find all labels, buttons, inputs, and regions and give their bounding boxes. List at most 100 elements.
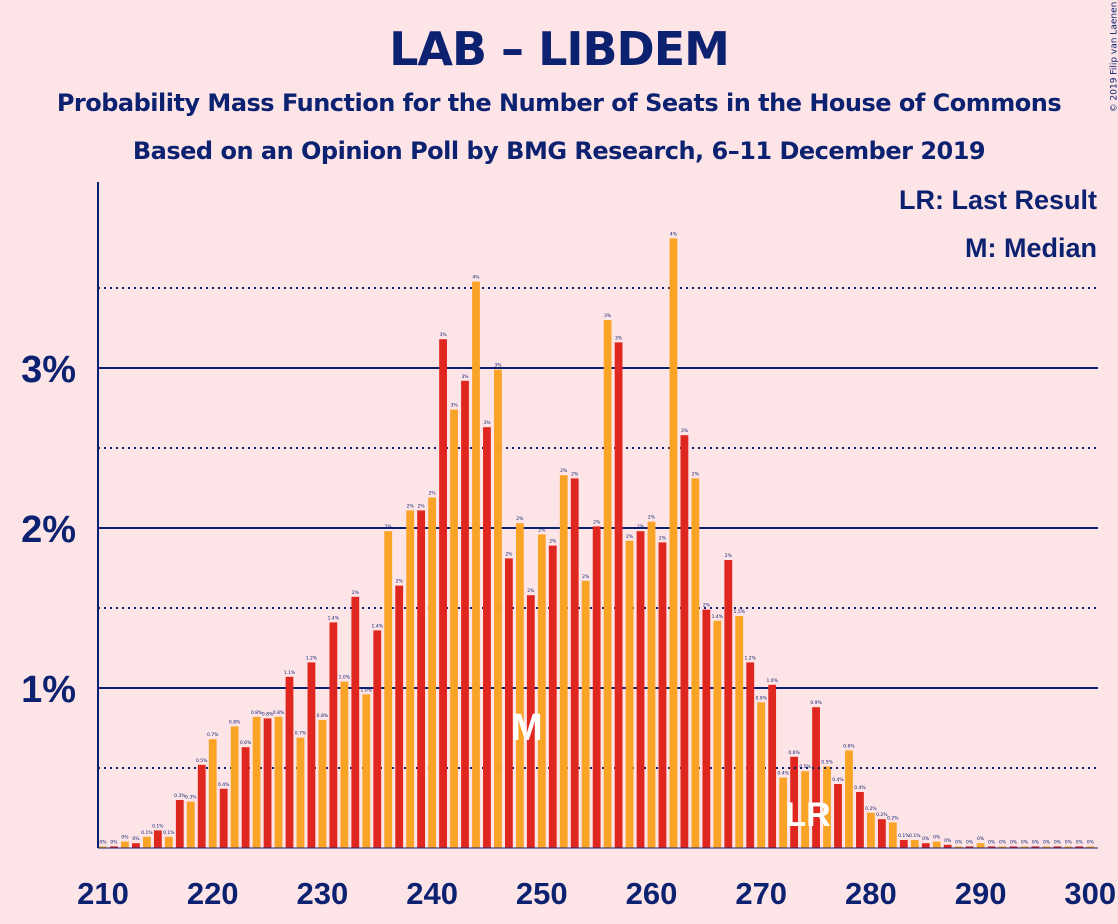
bar-seat-263 <box>680 435 689 848</box>
bar-seat-255 <box>592 526 601 848</box>
bar-label-seat-253: 2% <box>571 471 579 477</box>
bar-seat-237 <box>395 585 404 848</box>
bar-seat-233 <box>351 596 360 848</box>
bar-seat-272 <box>779 777 788 848</box>
bar-label-seat-296: 0% <box>1043 839 1051 845</box>
bar-label-seat-291: 0% <box>988 839 996 845</box>
bar-label-seat-248: 2% <box>516 516 524 522</box>
x-tick-label: 270 <box>735 876 787 911</box>
bar-label-seat-289: 0% <box>966 839 974 845</box>
bar-seat-238 <box>406 510 415 848</box>
bar-label-seat-266: 1.4% <box>712 614 724 620</box>
bar-seat-225 <box>263 718 272 848</box>
bar-label-seat-270: 0.9% <box>755 695 767 701</box>
bar-seat-296 <box>1042 846 1051 848</box>
bar-label-seat-275: 0.9% <box>810 700 822 706</box>
bar-label-seat-273: 0.6% <box>788 750 800 756</box>
axes <box>97 182 1098 849</box>
bar-label-seat-244: 4% <box>472 275 480 281</box>
bar-label-seat-234: 1.0% <box>361 687 373 693</box>
bar-seat-245 <box>483 427 491 848</box>
bar-label-seat-271: 1.0% <box>766 678 778 684</box>
bar-seat-218 <box>186 801 195 848</box>
bar-label-seat-233: 2% <box>352 590 360 596</box>
bar-label-seat-210: 0% <box>99 839 107 845</box>
bar-seat-281 <box>877 819 886 848</box>
x-tick-labels: 210 220 230 240 250 260 270 280 290 300 <box>77 876 1116 911</box>
bar-seat-251 <box>548 545 557 848</box>
bar-label-seat-239: 2% <box>418 503 426 509</box>
bar-seat-247 <box>504 558 513 848</box>
x-tick-label: 220 <box>187 876 239 911</box>
bar-seat-241 <box>439 339 447 848</box>
bar-seat-270 <box>757 702 766 848</box>
bar-label-seat-260: 2% <box>648 515 656 521</box>
bar-label-seat-232: 1.0% <box>339 675 351 681</box>
x-tick-label: 280 <box>845 876 897 911</box>
bar-seat-283 <box>899 840 908 848</box>
bar-seat-226 <box>274 716 283 848</box>
bar-seat-294 <box>1020 846 1029 848</box>
bar-seat-297 <box>1053 846 1062 848</box>
bar-seat-279 <box>856 792 864 848</box>
bar-seat-256 <box>603 320 612 848</box>
bar-label-seat-219: 0.5% <box>196 758 208 764</box>
bar-label-seat-236: 2% <box>385 524 393 530</box>
bar-seat-286 <box>932 841 941 848</box>
legend-entry: LR: Last Result <box>899 185 1097 215</box>
x-tick-label: 240 <box>406 876 458 911</box>
bar-label-seat-226: 0.8% <box>273 710 285 716</box>
bar-label-seat-220: 0.7% <box>207 732 219 738</box>
bar-label-seat-283: 0.1% <box>898 833 910 839</box>
bar-label-seat-286: 0% <box>933 835 941 841</box>
bar-label-seat-281: 0.2% <box>876 812 888 818</box>
last-result-marker: LR <box>785 796 830 834</box>
bar-label-seat-249: 2% <box>527 588 535 594</box>
x-tick-label: 250 <box>516 876 568 911</box>
bar-label-seat-278: 0.6% <box>843 743 855 749</box>
y-tick-label: 1% <box>21 669 76 711</box>
chart-subtitle: Probability Mass Function for the Number… <box>56 89 1062 117</box>
bar-seat-259 <box>636 531 645 848</box>
bar-seat-222 <box>230 726 239 848</box>
bar-label-seat-221: 0.4% <box>218 782 230 788</box>
legend: LR: Last Result M: Median <box>899 185 1097 263</box>
bar-seat-232 <box>340 681 349 848</box>
bar-seat-276 <box>823 766 831 848</box>
bar-seat-280 <box>867 812 875 848</box>
bar-seat-234 <box>362 694 371 848</box>
bar-seat-293 <box>1009 846 1018 848</box>
bar-seat-213 <box>132 843 140 848</box>
bar-label-seat-263: 3% <box>681 428 689 434</box>
bar-seat-273 <box>790 756 799 848</box>
bar-seat-236 <box>384 531 393 848</box>
bars <box>99 238 1095 849</box>
bar-seat-290 <box>976 843 985 848</box>
bar-seat-214 <box>142 836 151 848</box>
bar-label-seat-255: 2% <box>593 519 601 525</box>
bar-label-seat-290: 0% <box>977 836 985 842</box>
bar-label-seat-262: 4% <box>670 231 678 237</box>
bar-seat-299 <box>1075 846 1084 848</box>
bar-label-seat-217: 0.3% <box>174 793 186 799</box>
bar-seat-250 <box>537 534 546 848</box>
bar-seat-252 <box>559 475 568 848</box>
bar-label-seat-300: 0% <box>1087 839 1095 845</box>
bar-label-seat-242: 3% <box>450 403 458 409</box>
bar-label-seat-280: 0.2% <box>865 806 877 812</box>
bar-seat-221 <box>219 788 228 848</box>
bar-label-seat-267: 2% <box>725 553 733 559</box>
bar-label-seat-231: 1.4% <box>328 615 340 621</box>
bar-label-seat-268: 1.5% <box>734 609 746 615</box>
x-tick-label: 230 <box>297 876 349 911</box>
bar-label-seat-227: 1.1% <box>284 670 296 676</box>
bar-label-seat-256: 3% <box>604 313 612 319</box>
bar-seat-261 <box>658 542 667 848</box>
bar-seat-295 <box>1031 846 1040 848</box>
bar-seat-257 <box>614 342 623 848</box>
bar-label-seat-252: 2% <box>560 468 568 474</box>
bar-label-seat-295: 0% <box>1032 839 1040 845</box>
bar-seat-262 <box>669 238 678 848</box>
bar-seat-277 <box>834 784 842 848</box>
